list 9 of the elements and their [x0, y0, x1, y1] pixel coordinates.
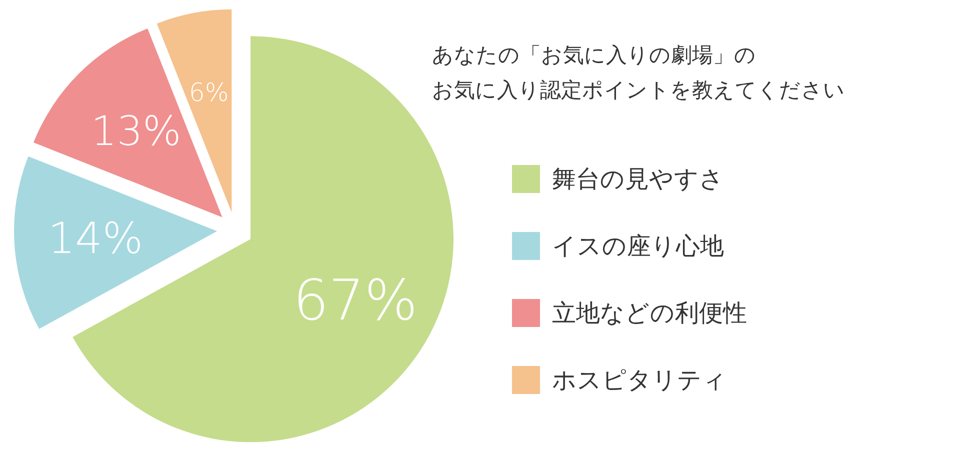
data-label: 13%: [91, 107, 182, 156]
data-label: 14%: [48, 214, 144, 264]
data-label: 67%: [293, 268, 418, 334]
legend-label: 立地などの利便性: [552, 299, 747, 327]
legend-label: ホスピタリティ: [552, 366, 727, 394]
legend-label: 舞台の見やすさ: [552, 165, 724, 193]
data-label: 6%: [188, 78, 229, 108]
legend-label: イスの座り心地: [552, 232, 724, 260]
text: あなたの「お気に入りの劇場」のお気に入り認定ポイントを教えてください: [432, 43, 845, 102]
